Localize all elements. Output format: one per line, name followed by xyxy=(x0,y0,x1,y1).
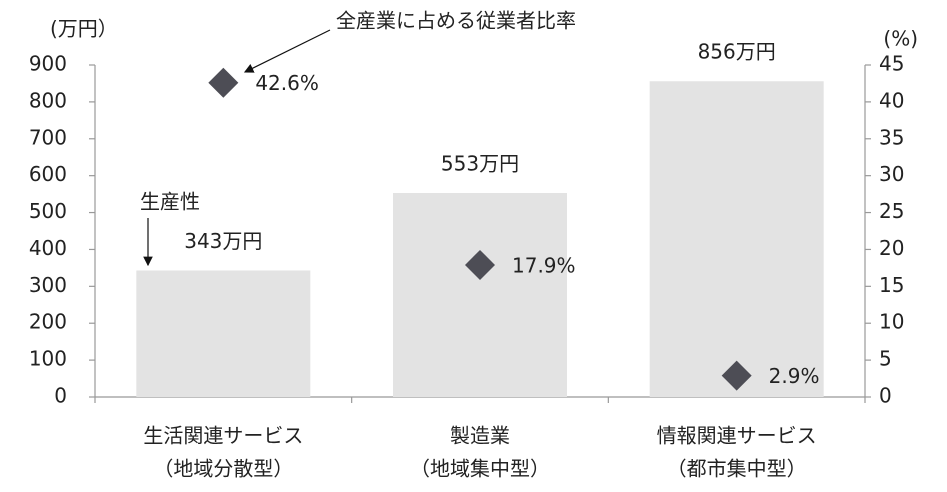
y2-tick-label: 10 xyxy=(879,310,904,334)
y-tick-label: 400 xyxy=(29,236,67,260)
y2-tick-label: 5 xyxy=(879,347,892,371)
y2-tick-label: 35 xyxy=(879,125,904,149)
x-tick-label: 生活関連サービス xyxy=(143,424,303,448)
y-tick-label: 100 xyxy=(29,347,67,371)
y-tick-label: 700 xyxy=(29,125,67,149)
x-tick-label: 製造業 xyxy=(450,424,510,448)
annotation-arrow xyxy=(243,29,331,73)
y-tick-label: 200 xyxy=(29,310,67,334)
diamond-marker xyxy=(465,249,495,280)
series-annotation: 全産業に占める従業者比率 xyxy=(336,9,576,33)
y-tick-label: 600 xyxy=(29,162,67,186)
marker-value-label: 2.9% xyxy=(769,364,820,388)
diamond-marker xyxy=(721,360,752,391)
y-tick-label: 500 xyxy=(29,199,67,223)
y-tick-label: 300 xyxy=(29,273,67,297)
y2-tick-label: 25 xyxy=(879,199,904,223)
y2-tick-label: 45 xyxy=(879,52,904,76)
x-tick-label: （都市集中型） xyxy=(667,457,807,481)
series-annotation: 生産性 xyxy=(140,190,200,214)
bar-value-label: 343万円 xyxy=(184,229,262,253)
y2-tick-label: 40 xyxy=(879,88,904,112)
y-axis-label: (万円） xyxy=(50,17,118,41)
y-tick-label: 800 xyxy=(29,88,67,112)
y2-axis-label: (%) xyxy=(883,27,918,51)
marker-value-label: 42.6% xyxy=(255,71,319,95)
y-tick-label: 0 xyxy=(54,384,67,408)
y2-tick-label: 30 xyxy=(879,162,904,186)
x-tick-label: （地域分散型） xyxy=(153,457,293,481)
x-tick-label: 情報関連サービス xyxy=(657,424,817,448)
diamond-marker xyxy=(208,67,239,98)
y2-tick-label: 20 xyxy=(879,236,904,260)
y2-tick-label: 0 xyxy=(879,384,892,408)
bar xyxy=(136,270,311,397)
y2-tick-label: 15 xyxy=(879,273,904,297)
marker-value-label: 17.9% xyxy=(512,253,576,277)
y-tick-label: 900 xyxy=(29,52,67,76)
bar-value-label: 553万円 xyxy=(441,152,519,176)
x-tick-label: （地域集中型） xyxy=(410,457,550,481)
bar-value-label: 856万円 xyxy=(698,40,776,64)
bar xyxy=(649,81,824,397)
bar xyxy=(393,193,567,397)
